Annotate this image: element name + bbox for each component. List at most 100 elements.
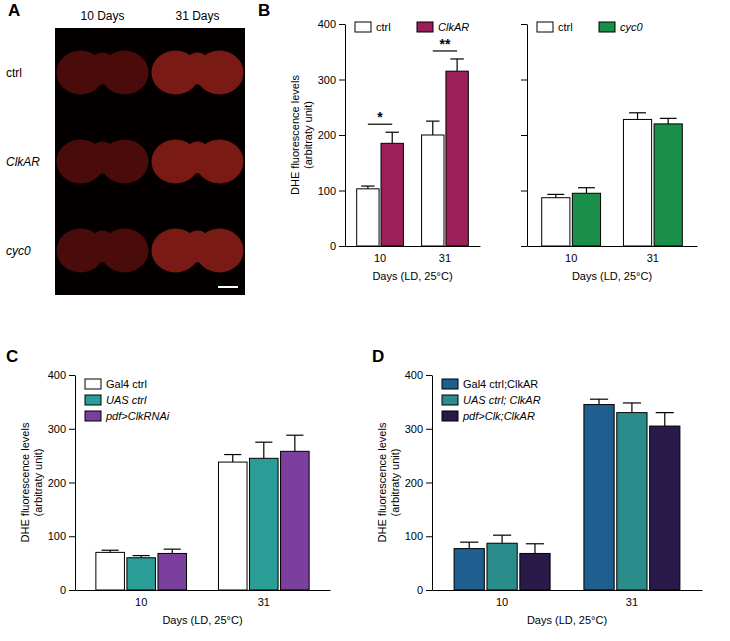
legend-label: UAS ctrl; ClkAR [463, 394, 541, 406]
y-tick-mark [339, 246, 345, 247]
legend: ctrl ClkAR [355, 21, 469, 33]
error-cap [361, 185, 374, 186]
error-bar [172, 549, 173, 553]
y-tick-label: 0 [330, 240, 336, 252]
x-axis-line [528, 246, 698, 247]
x-tick-label: 31 [647, 252, 659, 264]
micrograph [150, 206, 245, 295]
y-axis-line [345, 25, 346, 247]
x-tick: 31 [258, 590, 270, 608]
chart: C01002003004001031Days (LD, 25°C)DHE flu… [6, 347, 331, 626]
y-axis-title: (arbitraty unit) [32, 449, 44, 517]
legend-item: pdf>Clk;ClkAR [442, 410, 535, 422]
error-cap [386, 132, 399, 133]
column-label: 10 Days [80, 9, 124, 23]
legend-swatch [537, 22, 553, 32]
error-cap [164, 549, 181, 550]
error-cap [660, 118, 677, 119]
y-tick-mark [426, 429, 432, 430]
panel-label: B [258, 1, 270, 20]
legend-label: ClkAR [438, 21, 469, 33]
y-tick-mark [69, 375, 75, 376]
legend-swatch [85, 379, 101, 389]
brain-center [89, 231, 117, 263]
error-cap [547, 194, 564, 195]
brain-center [89, 53, 117, 85]
legend-swatch [442, 379, 458, 389]
legend-item: UAS ctrl; ClkAR [442, 394, 541, 406]
x-tick-label: 31 [439, 252, 451, 264]
y-axis: 0100200300400 [405, 369, 433, 596]
legend-label: ctrl [558, 21, 573, 33]
y-tick-mark [521, 191, 527, 192]
y-tick-mark [426, 590, 432, 591]
plot: 01002003004001031Days (LD, 25°C)DHE fluo… [19, 369, 331, 626]
y-tick-mark [339, 80, 345, 81]
y-tick-mark [521, 80, 527, 81]
legend-label: pdf>ClkRNAi [105, 410, 170, 422]
y-tick-label: 100 [318, 185, 336, 197]
micrograph [55, 28, 150, 117]
error-bar [263, 442, 264, 458]
y-tick [521, 191, 527, 192]
micrograph [150, 117, 245, 206]
error-bar [586, 188, 587, 194]
panel-label: C [6, 347, 18, 366]
y-tick-label: 100 [405, 530, 423, 542]
micrograph [55, 206, 150, 295]
chart: B01002003004001031Days (LD, 25°C)DHE flu… [258, 1, 481, 282]
y-axis: 0100200300400 [48, 369, 76, 596]
x-tick-label: 10 [374, 252, 386, 264]
y-tick: 200 [48, 477, 75, 489]
y-axis-title: (arbitraty unit) [302, 101, 314, 169]
bar [584, 405, 614, 590]
column-label: 31 Days [175, 9, 219, 23]
scale-bar [218, 286, 238, 288]
legend-item: cyc0 [599, 21, 644, 33]
error-bar [432, 121, 433, 135]
bars [454, 399, 680, 590]
error-bar [469, 542, 470, 548]
x-tick-label: 10 [565, 252, 577, 264]
bar [650, 426, 680, 590]
panel-label: D [372, 347, 384, 366]
y-axis-line [527, 25, 528, 247]
y-axis-title: DHE fluorescence levels [289, 75, 301, 195]
y-tick: 300 [405, 423, 432, 435]
legend: Gal4 ctrlUAS ctrlpdf>ClkRNAi [85, 378, 170, 422]
y-tick: 100 [48, 530, 75, 542]
y-tick: 0 [60, 584, 75, 596]
y-tick: 400 [48, 369, 75, 381]
error-bar [664, 413, 665, 426]
legend: ctrl cyc0 [537, 21, 644, 33]
y-tick-mark [339, 191, 345, 192]
x-tick: 10 [565, 246, 577, 264]
legend-label: ctrl [376, 21, 391, 33]
legend-swatch [599, 22, 615, 32]
error-bar [457, 59, 458, 71]
error-cap [526, 543, 544, 544]
bar [520, 553, 550, 590]
error-bar [392, 132, 393, 143]
x-axis-line [76, 590, 331, 591]
bar [250, 458, 279, 590]
x-tick: 31 [626, 590, 638, 608]
y-tick [521, 135, 527, 136]
error-cap [578, 187, 595, 188]
error-cap [286, 435, 303, 436]
y-axis-line [75, 376, 76, 591]
error-bar [501, 535, 502, 543]
error-cap [623, 402, 641, 403]
x-axis-title: Days (LD, 25°C) [372, 270, 452, 282]
bar [487, 543, 517, 590]
legend-swatch [442, 411, 458, 421]
brain-center [89, 142, 117, 174]
bar [281, 451, 310, 590]
legend-item: ctrl [355, 21, 391, 33]
x-axis-title: Days (LD, 25°C) [527, 614, 607, 626]
y-tick-mark [426, 483, 432, 484]
bar [218, 462, 247, 590]
y-axis-title: DHE fluorescence levels [19, 422, 31, 542]
y-tick-label: 300 [405, 423, 423, 435]
x-axis-title: Days (LD, 25°C) [162, 614, 242, 626]
